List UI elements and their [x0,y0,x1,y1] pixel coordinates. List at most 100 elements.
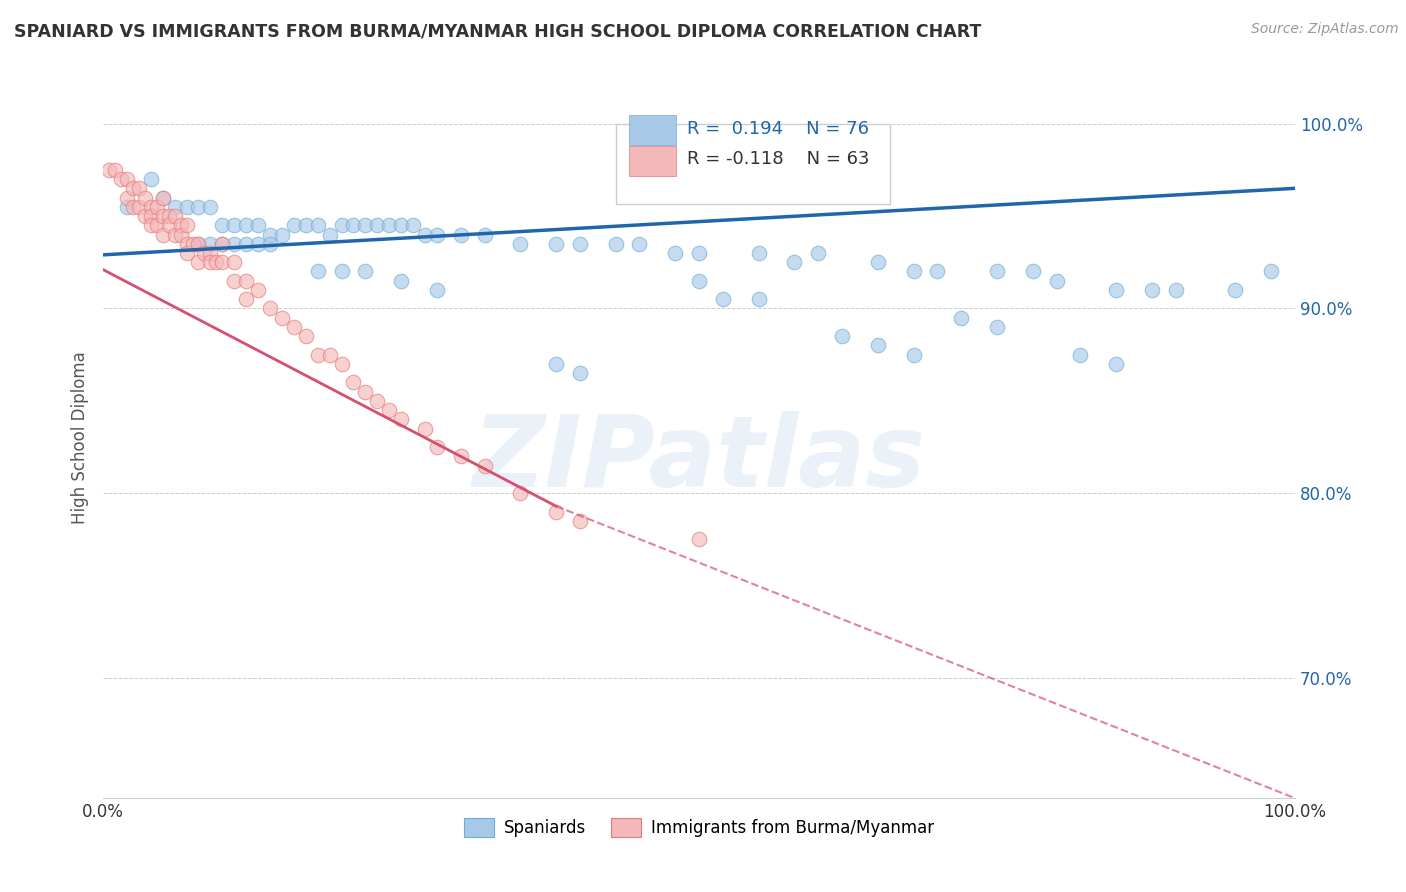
Point [688,246,710,260]
Legend: Spaniards, Immigrants from Burma/Myanmar: Spaniards, Immigrants from Burma/Myanmar [457,812,941,844]
Point [247,236,270,251]
Point [1046,274,1069,288]
FancyBboxPatch shape [616,124,890,203]
Point [866,338,889,352]
Point [342,376,364,390]
Point [224,219,246,233]
Point [271,310,294,325]
Point [200,246,222,260]
Point [378,219,401,233]
Point [426,440,449,454]
Point [664,246,686,260]
Point [152,209,174,223]
Point [366,393,388,408]
Point [748,246,770,260]
Point [509,486,531,500]
Point [986,319,1008,334]
Point [342,219,364,233]
Point [866,255,889,269]
Point [110,172,132,186]
Point [413,227,436,242]
Point [1225,283,1247,297]
Point [187,236,209,251]
Point [1164,283,1187,297]
Point [152,190,174,204]
Point [157,209,180,223]
Point [163,200,186,214]
Point [389,412,412,426]
FancyBboxPatch shape [628,146,676,177]
Point [152,227,174,242]
Point [307,264,329,278]
Point [205,255,228,269]
Point [104,162,127,177]
Point [748,292,770,306]
Point [354,219,377,233]
Point [224,236,246,251]
Point [211,236,233,251]
Point [176,200,198,214]
Point [224,255,246,269]
Point [271,227,294,242]
Point [176,236,198,251]
Point [235,274,257,288]
Point [711,292,734,306]
Point [307,348,329,362]
Y-axis label: High School Diploma: High School Diploma [72,351,89,524]
Point [605,236,627,251]
Point [139,219,162,233]
Point [115,200,138,214]
Point [807,246,830,260]
Point [544,357,567,371]
Point [139,172,162,186]
Point [283,219,305,233]
Text: SPANIARD VS IMMIGRANTS FROM BURMA/MYANMAR HIGH SCHOOL DIPLOMA CORRELATION CHART: SPANIARD VS IMMIGRANTS FROM BURMA/MYANMA… [14,22,981,40]
Point [688,533,710,547]
Point [200,200,222,214]
Point [426,283,449,297]
Point [903,348,925,362]
Point [354,384,377,399]
Point [139,209,162,223]
Text: R =  0.194    N = 76: R = 0.194 N = 76 [688,120,869,137]
Point [115,172,138,186]
Point [211,255,233,269]
Point [187,255,209,269]
Point [98,162,121,177]
Point [235,292,257,306]
Point [426,227,449,242]
Point [169,219,191,233]
Point [128,181,150,195]
Point [950,310,973,325]
FancyBboxPatch shape [628,115,676,145]
Point [211,219,233,233]
Point [193,246,215,260]
Point [122,200,145,214]
Point [152,190,174,204]
Point [115,190,138,204]
Point [128,200,150,214]
Point [1022,264,1045,278]
Point [169,227,191,242]
Point [474,458,496,473]
Point [450,227,472,242]
Point [688,274,710,288]
Point [366,219,388,233]
Point [378,403,401,417]
Point [318,227,340,242]
Point [259,236,281,251]
Point [354,264,377,278]
Point [235,219,257,233]
Point [318,348,340,362]
Point [134,209,156,223]
Point [1069,348,1091,362]
Point [145,219,167,233]
Point [1105,283,1128,297]
Point [402,219,425,233]
Point [224,274,246,288]
Point [122,181,145,195]
Point [247,219,270,233]
Point [283,319,305,334]
Point [187,200,209,214]
Point [330,219,353,233]
